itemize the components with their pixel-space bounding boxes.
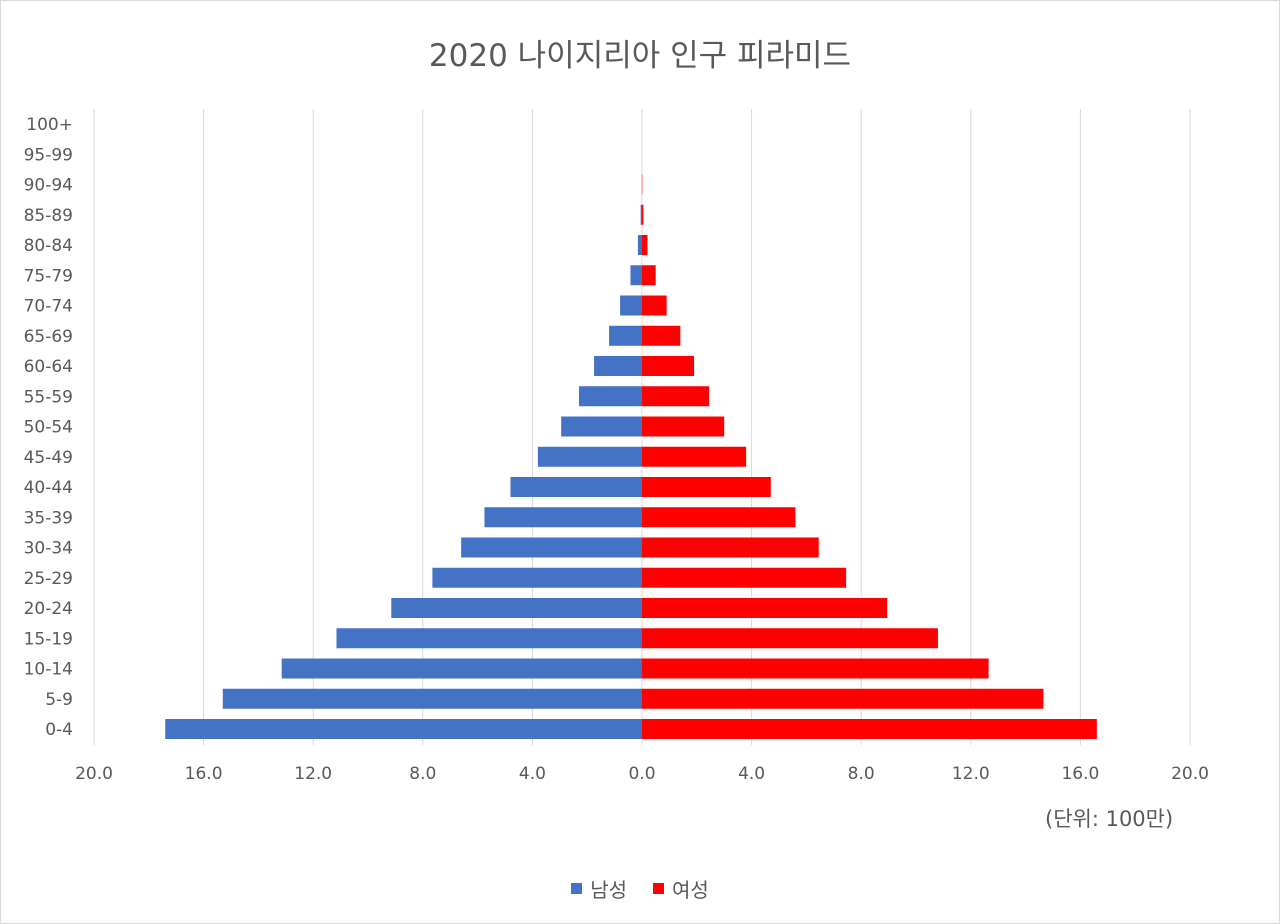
x-tick-label: 0.0 [628, 764, 655, 784]
bar-male [561, 416, 642, 437]
bar-female [642, 356, 695, 376]
category-label: 95-99 [24, 145, 73, 165]
bar-male [222, 688, 642, 709]
category-label: 100+ [26, 115, 73, 135]
bar-female [642, 386, 710, 407]
bar-male [432, 567, 642, 588]
x-tick-label: 16.0 [1061, 764, 1099, 784]
bar-male [461, 537, 642, 558]
bar-female [642, 719, 1097, 739]
bar-female [642, 265, 656, 286]
bar-female [642, 477, 771, 497]
bars [165, 174, 1097, 739]
bar-female [642, 628, 938, 649]
bar-female [642, 658, 989, 679]
x-tick-label: 8.0 [409, 764, 436, 784]
x-tick-label: 4.0 [738, 764, 765, 784]
x-tick-label: 20.0 [1171, 764, 1209, 784]
legend-label-female: 여성 [672, 878, 709, 902]
bar-male [620, 295, 642, 316]
legend-item-male: 남성 [571, 874, 627, 903]
bar-female [642, 567, 847, 588]
bar-female [642, 235, 648, 255]
bar-male [336, 628, 642, 649]
axis-labels: 20.0 16.0 12.0 8.0 4.0 0.0 4.0 8.0 12.0 16.0 20.0 1… [24, 115, 1209, 784]
category-label: 50-54 [24, 418, 73, 438]
bar-female [642, 507, 796, 528]
x-tick-label: 16.0 [185, 764, 223, 784]
category-label: 90-94 [24, 176, 73, 196]
category-label: 5-9 [45, 690, 73, 710]
category-label: 75-79 [24, 266, 73, 286]
category-label: 40-44 [24, 478, 73, 498]
bar-male [281, 658, 642, 679]
category-label: 65-69 [24, 327, 73, 347]
bar-male [537, 446, 642, 467]
bar-female [642, 537, 819, 558]
bar-male [594, 356, 642, 376]
chart-title: 2020 나이지리아 인구 피라미드 [428, 38, 852, 74]
category-label: 80-84 [24, 236, 73, 256]
bar-female [642, 446, 747, 467]
bar-male [630, 265, 642, 286]
legend-label-male: 남성 [590, 878, 627, 902]
bar-female [642, 416, 725, 437]
category-label: 85-89 [24, 206, 73, 226]
category-label: 70-74 [24, 297, 73, 317]
unit-label: (단위: 100만) [1045, 807, 1174, 831]
category-label: 15-19 [24, 629, 73, 649]
x-tick-label: 12.0 [294, 764, 332, 784]
x-tick-label: 20.0 [75, 764, 113, 784]
legend-item-female: 여성 [653, 874, 709, 903]
bar-male [165, 719, 643, 739]
bar-male [484, 507, 642, 528]
category-label: 45-49 [24, 448, 73, 468]
legend-swatch-female [653, 883, 664, 894]
category-label: 10-14 [24, 660, 73, 680]
bar-female [642, 204, 644, 225]
legend: 남성 여성 [0, 874, 1280, 903]
bar-female [642, 688, 1044, 709]
bar-male [391, 598, 642, 618]
bar-female [642, 325, 681, 346]
bar-female [642, 295, 667, 316]
x-tick-label: 4.0 [519, 764, 546, 784]
category-label: 35-39 [24, 508, 73, 528]
bar-male [640, 204, 642, 225]
x-tick-label: 8.0 [848, 764, 875, 784]
category-label: 0-4 [45, 720, 73, 740]
category-label: 30-34 [24, 539, 73, 559]
legend-swatch-male [571, 883, 583, 894]
bar-male [637, 235, 642, 255]
x-tick-label: 12.0 [952, 764, 990, 784]
bar-male [578, 386, 642, 407]
bar-male [510, 477, 642, 497]
category-label: 55-59 [24, 387, 73, 407]
bar-female [642, 598, 888, 618]
bar-male [609, 325, 642, 346]
category-label: 20-24 [24, 599, 73, 619]
category-label: 60-64 [24, 357, 73, 377]
category-label: 25-29 [24, 569, 73, 589]
